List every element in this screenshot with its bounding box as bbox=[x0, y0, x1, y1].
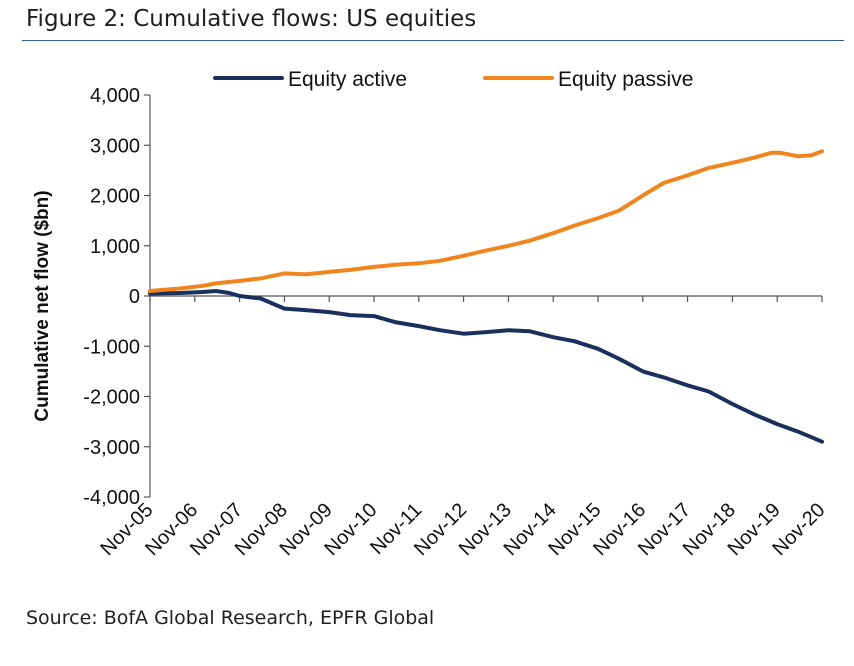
title-rule bbox=[22, 40, 844, 41]
y-tick-label: 0 bbox=[129, 286, 140, 308]
y-tick-label: -2,000 bbox=[83, 387, 140, 409]
y-tick-label: 4,000 bbox=[90, 85, 140, 107]
legend-label-equity-passive: Equity passive bbox=[558, 68, 693, 91]
y-tick-label: 3,000 bbox=[90, 135, 140, 157]
series-line-equity-active bbox=[148, 289, 824, 444]
chart-svg: 4,000 3,000 2,000 1,000 0 -1,000 -2,000 -3,000 -… bbox=[32, 68, 830, 560]
series-line-equity-passive bbox=[148, 149, 824, 293]
legend-label-equity-active: Equity active bbox=[288, 68, 407, 91]
y-tick-label: 1,000 bbox=[90, 236, 140, 258]
y-tick-label: 2,000 bbox=[90, 186, 140, 208]
figure-title: Figure 2: Cumulative flows: US equities bbox=[26, 6, 477, 32]
y-tick-label: -1,000 bbox=[83, 336, 140, 358]
y-axis-label: Cumulative net flow ($bn) bbox=[32, 190, 53, 421]
y-tick-label: -3,000 bbox=[83, 437, 140, 459]
source-note: Source: BofA Global Research, EPFR Globa… bbox=[26, 607, 435, 629]
y-tick-label: -4,000 bbox=[83, 487, 140, 509]
